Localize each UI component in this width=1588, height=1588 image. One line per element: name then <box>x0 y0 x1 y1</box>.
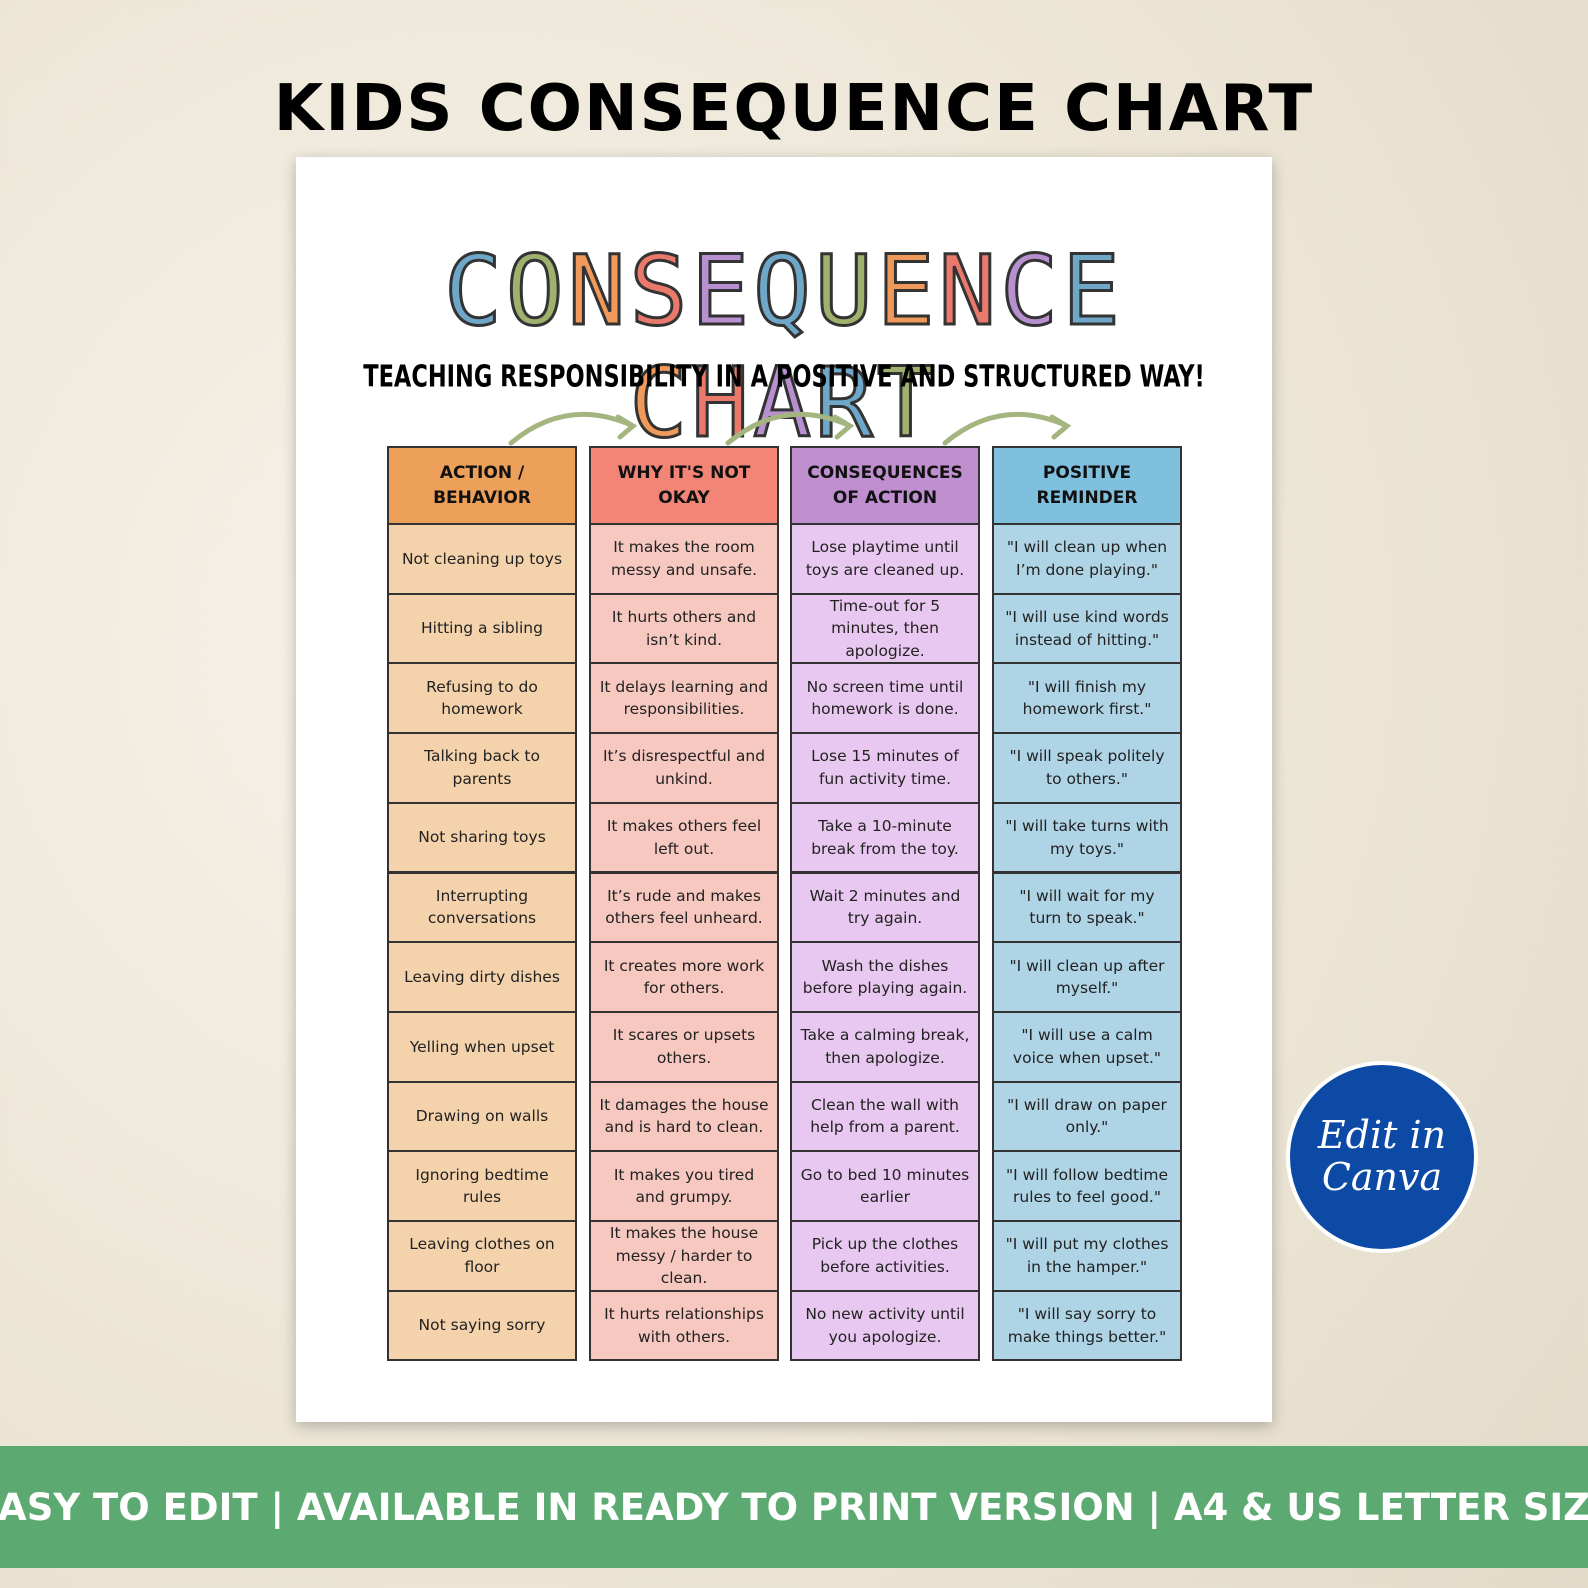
table-cell: Go to bed 10 minutes earlier <box>790 1150 980 1222</box>
sheet-title: CONSEQUENCE CHART <box>296 234 1272 461</box>
title-letter: T <box>875 346 939 461</box>
table-cell: It damages the house and is hard to clea… <box>589 1080 779 1153</box>
table-cell: "I will put my clothes in the hamper." <box>992 1220 1182 1292</box>
table-cell: Yelling when upset <box>387 1010 577 1083</box>
table-cell: Pick up the clothes before activities. <box>790 1220 980 1292</box>
table-cell: Not saying sorry <box>387 1289 577 1362</box>
table-cell: Hitting a sibling <box>387 592 577 665</box>
table-cell: Lose 15 minutes of fun activity time. <box>790 732 980 804</box>
page-title: KIDS CONSEQUENCE CHART <box>273 72 1315 146</box>
sheet-subtitle: TEACHING RESPONSIBILITY IN A POSITIVE AN… <box>363 359 1205 394</box>
arrows <box>508 412 1072 446</box>
table-cell: It scares or upsets others. <box>589 1010 779 1083</box>
table-cell: Clean the wall with help from a parent. <box>790 1080 980 1153</box>
column-header: POSITIVE REMINDER <box>992 446 1182 525</box>
table-cell: It makes the room messy and unsafe. <box>589 523 779 595</box>
title-letter: E <box>1061 234 1124 349</box>
title-letter: R <box>813 346 877 461</box>
table-cell: "I will take turns with my toys." <box>992 801 1182 874</box>
table-cell: "I will use a calm voice when upset." <box>992 1010 1182 1083</box>
title-letter: S <box>628 234 692 349</box>
title-letter: E <box>690 234 754 349</box>
column-header: WHY IT'S NOT OKAY <box>589 446 779 525</box>
table-cell: No screen time until homework is done. <box>790 662 980 735</box>
title-letter: A <box>752 346 815 461</box>
table-cell: "I will speak politely to others." <box>992 732 1182 804</box>
title-letter: C <box>443 234 506 349</box>
title-letter: O <box>504 234 568 349</box>
title-letter: C <box>628 346 692 461</box>
table-cell: Time-out for 5 minutes, then apologize. <box>790 592 980 665</box>
title-letter: C <box>999 234 1063 349</box>
table-cell: It makes others feel left out. <box>589 801 779 874</box>
table-cell: Not cleaning up toys <box>387 523 577 595</box>
table-cell: It makes the house messy / harder to cle… <box>589 1220 779 1292</box>
table-cell: It delays learning and responsibilities. <box>589 662 779 735</box>
table-cell: Lose playtime until toys are cleaned up. <box>790 523 980 595</box>
table-cell: Leaving clothes on floor <box>387 1220 577 1292</box>
title-letter: U <box>813 234 877 349</box>
column-header: CONSEQUENCES OF ACTION <box>790 446 980 525</box>
title-letter: H <box>690 346 754 461</box>
table-cell: Wash the dishes before playing again. <box>790 941 980 1013</box>
table-cell: "I will follow bedtime rules to feel goo… <box>992 1150 1182 1222</box>
table-cell: Interrupting conversations <box>387 871 577 944</box>
table-cell: It’s rude and makes others feel unheard. <box>589 871 779 944</box>
title-letter: N <box>566 234 630 349</box>
table-cell: Leaving dirty dishes <box>387 941 577 1013</box>
column-header: ACTION / BEHAVIOR <box>387 446 577 525</box>
table-cell: Take a calming break, then apologize. <box>790 1010 980 1083</box>
footer-banner: EASY TO EDIT | AVAILABLE IN READY TO PRI… <box>0 1446 1588 1568</box>
title-letter: Q <box>752 234 815 349</box>
table-cell: Drawing on walls <box>387 1080 577 1153</box>
table-cell: "I will say sorry to make things better.… <box>992 1289 1182 1362</box>
table-cell: It hurts relationships with others. <box>589 1289 779 1362</box>
table-cell: "I will wait for my turn to speak." <box>992 871 1182 944</box>
table-cell: Ignoring bedtime rules <box>387 1150 577 1222</box>
table-cell: "I will clean up after myself." <box>992 941 1182 1013</box>
table-cell: Talking back to parents <box>387 732 577 804</box>
edit-badge: Edit in Canva <box>1286 1061 1478 1253</box>
title-letter: E <box>875 234 939 349</box>
table-cell: "I will finish my homework first." <box>992 662 1182 735</box>
table-cell: No new activity until you apologize. <box>790 1289 980 1362</box>
table-cell: It makes you tired and grumpy. <box>589 1150 779 1222</box>
table-cell: Not sharing toys <box>387 801 577 874</box>
table-cell: Wait 2 minutes and try again. <box>790 871 980 944</box>
table-cell: It hurts others and isn’t kind. <box>589 592 779 665</box>
table-cell: Take a 10-minute break from the toy. <box>790 801 980 874</box>
table-cell: It’s disrespectful and unkind. <box>589 732 779 804</box>
title-letter: N <box>937 234 1001 349</box>
table-cell: "I will clean up when I’m done playing." <box>992 523 1182 595</box>
table-cell: "I will use kind words instead of hittin… <box>992 592 1182 665</box>
table-cell: Refusing to do homework <box>387 662 577 735</box>
table-cell: "I will draw on paper only." <box>992 1080 1182 1153</box>
table-cell: It creates more work for others. <box>589 941 779 1013</box>
sheet: CONSEQUENCE CHART TEACHING RESPONSIBILIT… <box>296 157 1272 1422</box>
